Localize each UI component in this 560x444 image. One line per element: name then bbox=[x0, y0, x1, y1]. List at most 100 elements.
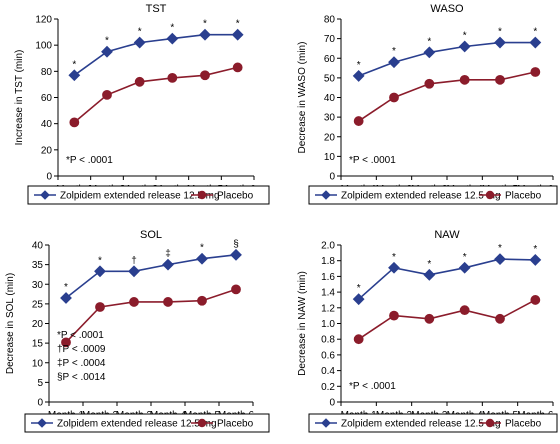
y-tick-label: 60 bbox=[324, 54, 336, 65]
legend-box bbox=[308, 185, 558, 205]
data-point-placebo bbox=[459, 305, 470, 316]
significance-marker: * bbox=[98, 255, 102, 266]
y-tick-label: 2.0 bbox=[321, 241, 335, 252]
y-tick-label: 20 bbox=[32, 319, 44, 330]
significance-marker: * bbox=[236, 19, 240, 30]
chart-naw: NAW 0 0.2 0.4 0.6 0.8 1.0 1.2 1.4 1.6 1.8 2.0 Decrea… bbox=[297, 229, 558, 433]
y-tick-label: 40 bbox=[41, 119, 53, 130]
significance-marker: * bbox=[392, 46, 396, 57]
significance-marker: * bbox=[200, 243, 204, 254]
data-point-zolpidem bbox=[458, 261, 471, 274]
footnote-text: *P < .0001 bbox=[57, 330, 104, 341]
significance-marker: * bbox=[392, 252, 396, 263]
series-line-zolpidem bbox=[73, 33, 238, 76]
y-tick-label: 1.8 bbox=[321, 256, 335, 267]
legend-label-placebo: Placebo bbox=[217, 419, 254, 430]
series-line-zolpidem bbox=[358, 41, 536, 77]
footnote-text: †P < .0009 bbox=[57, 344, 106, 355]
series-line-zolpidem bbox=[358, 258, 536, 300]
data-point-zolpidem bbox=[423, 46, 436, 59]
chart-title: TST bbox=[146, 3, 167, 15]
data-point-placebo bbox=[530, 67, 541, 77]
significance-marker: * bbox=[498, 243, 502, 254]
legend-label-placebo: Placebo bbox=[505, 419, 542, 430]
y-tick-label: 30 bbox=[32, 280, 44, 291]
y-tick-label: 0.2 bbox=[321, 382, 335, 393]
legend-marker-zolpidem bbox=[321, 418, 331, 428]
footnote: *P < .0001 bbox=[66, 155, 113, 166]
data-point-zolpidem bbox=[133, 36, 146, 49]
legend-marker-placebo bbox=[197, 418, 207, 428]
data-point-zolpidem bbox=[199, 28, 211, 41]
data-point-zolpidem bbox=[94, 265, 106, 278]
y-tick-label: 80 bbox=[41, 67, 53, 78]
y-axis-label: Increase in TST (min) bbox=[14, 50, 25, 146]
y-tick-label: 0 bbox=[37, 398, 43, 409]
data-point-zolpidem bbox=[101, 45, 113, 58]
data-point-placebo bbox=[389, 92, 399, 103]
series-line-placebo bbox=[65, 288, 237, 343]
data-point-placebo bbox=[353, 116, 364, 126]
significance-marker: * bbox=[72, 59, 76, 70]
significance-marker: * bbox=[498, 27, 502, 38]
y-tick-label: 0.4 bbox=[321, 366, 335, 377]
data-point-placebo bbox=[495, 74, 505, 85]
data-point-placebo bbox=[102, 89, 112, 100]
series-line-placebo bbox=[358, 299, 536, 340]
legend-marker-zolpidem bbox=[321, 190, 331, 200]
y-tick-label: 40 bbox=[324, 93, 336, 104]
legend-label-zolpidem: Zolpidem extended release 12.5 mg bbox=[57, 419, 217, 430]
footnote: *P < .0001 bbox=[349, 155, 396, 166]
y-tick-label: 0.8 bbox=[321, 335, 335, 346]
legend-marker-zolpidem bbox=[37, 418, 47, 428]
series-line-placebo bbox=[73, 66, 238, 124]
y-tick-label: 0.6 bbox=[321, 350, 335, 361]
data-point-placebo bbox=[95, 302, 105, 312]
data-point-zolpidem bbox=[352, 70, 365, 82]
legend-box bbox=[308, 413, 558, 433]
legend-label-placebo: Placebo bbox=[217, 191, 254, 202]
data-point-zolpidem bbox=[388, 56, 400, 69]
data-point-zolpidem bbox=[231, 28, 244, 41]
y-tick-label: 50 bbox=[324, 73, 336, 84]
data-point-zolpidem bbox=[68, 69, 81, 82]
chart-waso: WASO 0 10 20 30 40 50 60 70 80 Decrease in WASO (m… bbox=[297, 3, 558, 205]
footnote: *P < .0001 bbox=[57, 330, 104, 341]
y-tick-label: 1.0 bbox=[321, 319, 335, 330]
y-tick-label: 0 bbox=[329, 172, 335, 183]
y-axis-label: Decrease in WASO (min) bbox=[297, 42, 308, 154]
y-tick-label: 70 bbox=[324, 34, 336, 45]
data-point-zolpidem bbox=[60, 292, 72, 304]
data-point-placebo bbox=[61, 337, 71, 348]
y-tick-label: 40 bbox=[32, 241, 44, 252]
significance-marker: * bbox=[357, 60, 361, 71]
y-tick-label: 5 bbox=[37, 378, 43, 389]
significance-marker: * bbox=[64, 282, 68, 293]
y-tick-label: 10 bbox=[324, 152, 336, 163]
footnote: ‡P < .0004 bbox=[57, 358, 106, 369]
series-line-placebo bbox=[358, 71, 536, 122]
significance-marker: § bbox=[233, 239, 239, 250]
data-point-placebo bbox=[163, 297, 173, 307]
y-tick-label: 100 bbox=[35, 41, 52, 52]
data-point-placebo bbox=[134, 76, 145, 87]
significance-marker: * bbox=[203, 19, 207, 30]
y-tick-label: 120 bbox=[35, 15, 52, 26]
legend-box bbox=[27, 185, 270, 205]
y-tick-label: 25 bbox=[32, 299, 44, 310]
footnote: *P < .0001 bbox=[349, 381, 396, 392]
data-point-placebo bbox=[231, 284, 241, 295]
footnote-text: *P < .0001 bbox=[66, 155, 113, 166]
footnote-text: *P < .0001 bbox=[349, 155, 396, 166]
chart-title: NAW bbox=[434, 229, 460, 241]
y-tick-label: 15 bbox=[32, 339, 44, 350]
legend-label-placebo: Placebo bbox=[505, 191, 542, 202]
significance-marker: * bbox=[427, 259, 431, 270]
data-point-zolpidem bbox=[529, 36, 542, 49]
data-point-zolpidem bbox=[128, 265, 140, 278]
data-point-zolpidem bbox=[423, 268, 436, 281]
